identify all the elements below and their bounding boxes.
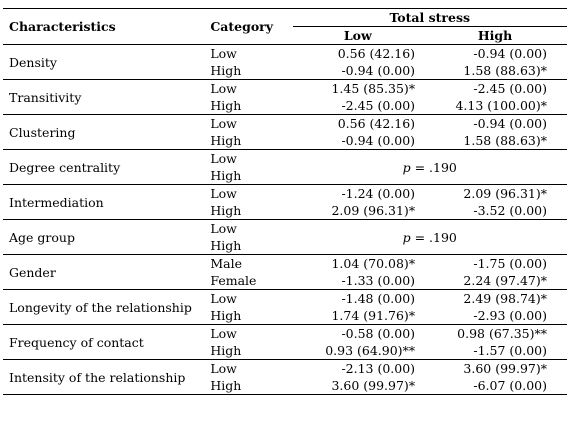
table-body: Density Low 0.56 (42.16) -0.94 (0.00) High -0… [3,44,567,395]
stress-low-value: 0.56 (42.16) [292,114,424,132]
table-row: Transitivity Low 1.45 (85.35)* -2.45 (0.00) [3,79,567,115]
characteristic-label: Gender [3,254,205,290]
characteristic-label: Transitivity [3,79,205,115]
stress-low-value: -1.33 (0.00) [341,273,416,288]
category-cell: High [204,377,293,395]
characteristic-label: Intermediation [3,184,205,220]
category-cell: Low [204,114,293,132]
table-row: Degree centrality Low p = .190 [3,149,567,185]
table-row: Gender Male 1.04 (70.08)* -1.75 (0.00) [3,254,567,290]
table-row: High -2.45 (0.00) 4.13 (100.00)* [3,97,567,115]
characteristic-label: Degree centrality [3,149,205,185]
category-cell: High [210,168,242,183]
stress-high-value: -1.57 (0.00) [473,343,547,358]
category-cell: High [210,308,242,323]
category-cell: Low [204,289,293,307]
characteristic-label: Frequency of contact [3,324,205,360]
stress-high-value: 3.60 (99.97)* [423,359,567,377]
stress-high-value: 2.49 (98.74)* [423,289,567,307]
category-cell: Low [204,359,293,377]
stress-high-value: -3.52 (0.00) [473,203,547,218]
stress-low-value: -0.58 (0.00) [292,324,424,342]
table-row: Age group Low p = .190 [3,219,567,255]
category-cell: High [210,98,242,113]
category-cell: High [210,203,242,218]
category-cell: Male [204,254,293,272]
col-header-total-stress: Total stress [292,8,567,27]
stress-table: Characteristics Category Total stress Lo… [3,8,567,395]
stress-low-value: -1.24 (0.00) [292,184,424,202]
col-header-category: Category [204,8,293,45]
p-value-symbol: p [402,159,411,175]
stress-low-value: -1.48 (0.00) [292,289,424,307]
col-header-high: High [477,28,513,43]
table-row: High 0.93 (64.90)** -1.57 (0.00) [3,342,567,360]
table-row: High 2.09 (96.31)* -3.52 (0.00) [3,202,567,220]
category-cell: Low [204,44,293,62]
stress-high-value: -0.94 (0.00) [423,44,567,62]
table-row: High 1.74 (91.76)* -2.93 (0.00) [3,307,567,325]
characteristic-label: Clustering [3,114,205,150]
stress-high-value: 1.58 (88.63)* [463,63,547,78]
stress-high-value: 4.13 (100.00)* [455,98,547,113]
header-row-1: Characteristics Category Total stress [3,8,567,45]
category-cell: High [210,238,242,253]
p-value-text: = .190 [410,229,457,245]
category-cell: High [210,343,242,358]
col-header-low: Low [343,28,372,43]
category-cell: Low [204,184,293,202]
stress-high-value: 2.09 (96.31)* [423,184,567,202]
table-row: High [3,237,567,255]
stress-low-value: -0.94 (0.00) [341,133,416,148]
stress-high-value: 0.98 (67.35)** [423,324,567,342]
characteristic-label: Density [3,44,205,80]
stress-high-value: -6.07 (0.00) [423,377,567,395]
table-row: Density Low 0.56 (42.16) -0.94 (0.00) [3,44,567,80]
category-cell: Low [204,79,293,97]
header-row-2: Low High [3,27,567,45]
category-cell: Female [210,273,257,288]
stress-low-value: 3.60 (99.97)* [292,377,424,395]
category-cell: High [210,133,242,148]
stress-high-value: -2.45 (0.00) [423,79,567,97]
stress-low-value: 2.09 (96.31)* [331,203,416,218]
p-value-symbol: p [402,229,411,245]
stress-low-value: -2.45 (0.00) [341,98,416,113]
table-row: Intermediation Low -1.24 (0.00) 2.09 (96.31… [3,184,567,220]
stress-high-value: -1.75 (0.00) [423,254,567,272]
table-row: High -0.94 (0.00) 1.58 (88.63)* [3,132,567,150]
table-row: Clustering Low 0.56 (42.16) -0.94 (0.00) [3,114,567,150]
category-cell: Low [204,149,293,167]
stress-low-value: 1.45 (85.35)* [292,79,424,97]
characteristic-label: Longevity of the relationship [3,289,205,325]
stress-high-value: -0.94 (0.00) [423,114,567,132]
table-row: Frequency of contact Low -0.58 (0.00) 0.98 … [3,324,567,360]
stress-low-value: -0.94 (0.00) [341,63,416,78]
category-cell: Low [204,324,293,342]
p-value-cell: p = .190 [292,149,567,185]
p-value-cell: p = .190 [292,219,567,255]
table-row: Intensity of the relationship Low -2.13 (0… [3,359,567,395]
category-cell: High [210,63,242,78]
table-row: High -0.94 (0.00) 1.58 (88.63)* [3,62,567,80]
table-header: Characteristics Category Total stress Lo… [3,8,567,45]
p-value-text: = .190 [410,159,457,175]
col-header-characteristics: Characteristics [3,8,205,45]
stress-high-value: -2.93 (0.00) [473,308,547,323]
table-row: High [3,167,567,185]
stress-low-value: 1.04 (70.08)* [292,254,424,272]
category-cell: Low [204,219,293,237]
stress-high-value: 1.58 (88.63)* [463,133,547,148]
table-row: Female -1.33 (0.00) 2.24 (97.47)* [3,272,567,290]
table-row: Longevity of the relationship Low -1.48 (0… [3,289,567,325]
stress-low-value: 1.74 (91.76)* [331,308,416,323]
stress-low-value: 0.93 (64.90)** [325,343,416,358]
table-row: High 3.60 (99.97)* -6.07 (0.00) [3,377,567,395]
characteristic-label: Intensity of the relationship [3,359,205,395]
stress-high-value: 2.24 (97.47)* [463,273,547,288]
stress-low-value: 0.56 (42.16) [292,44,424,62]
characteristic-label: Age group [3,219,205,255]
stress-low-value: -2.13 (0.00) [292,359,424,377]
